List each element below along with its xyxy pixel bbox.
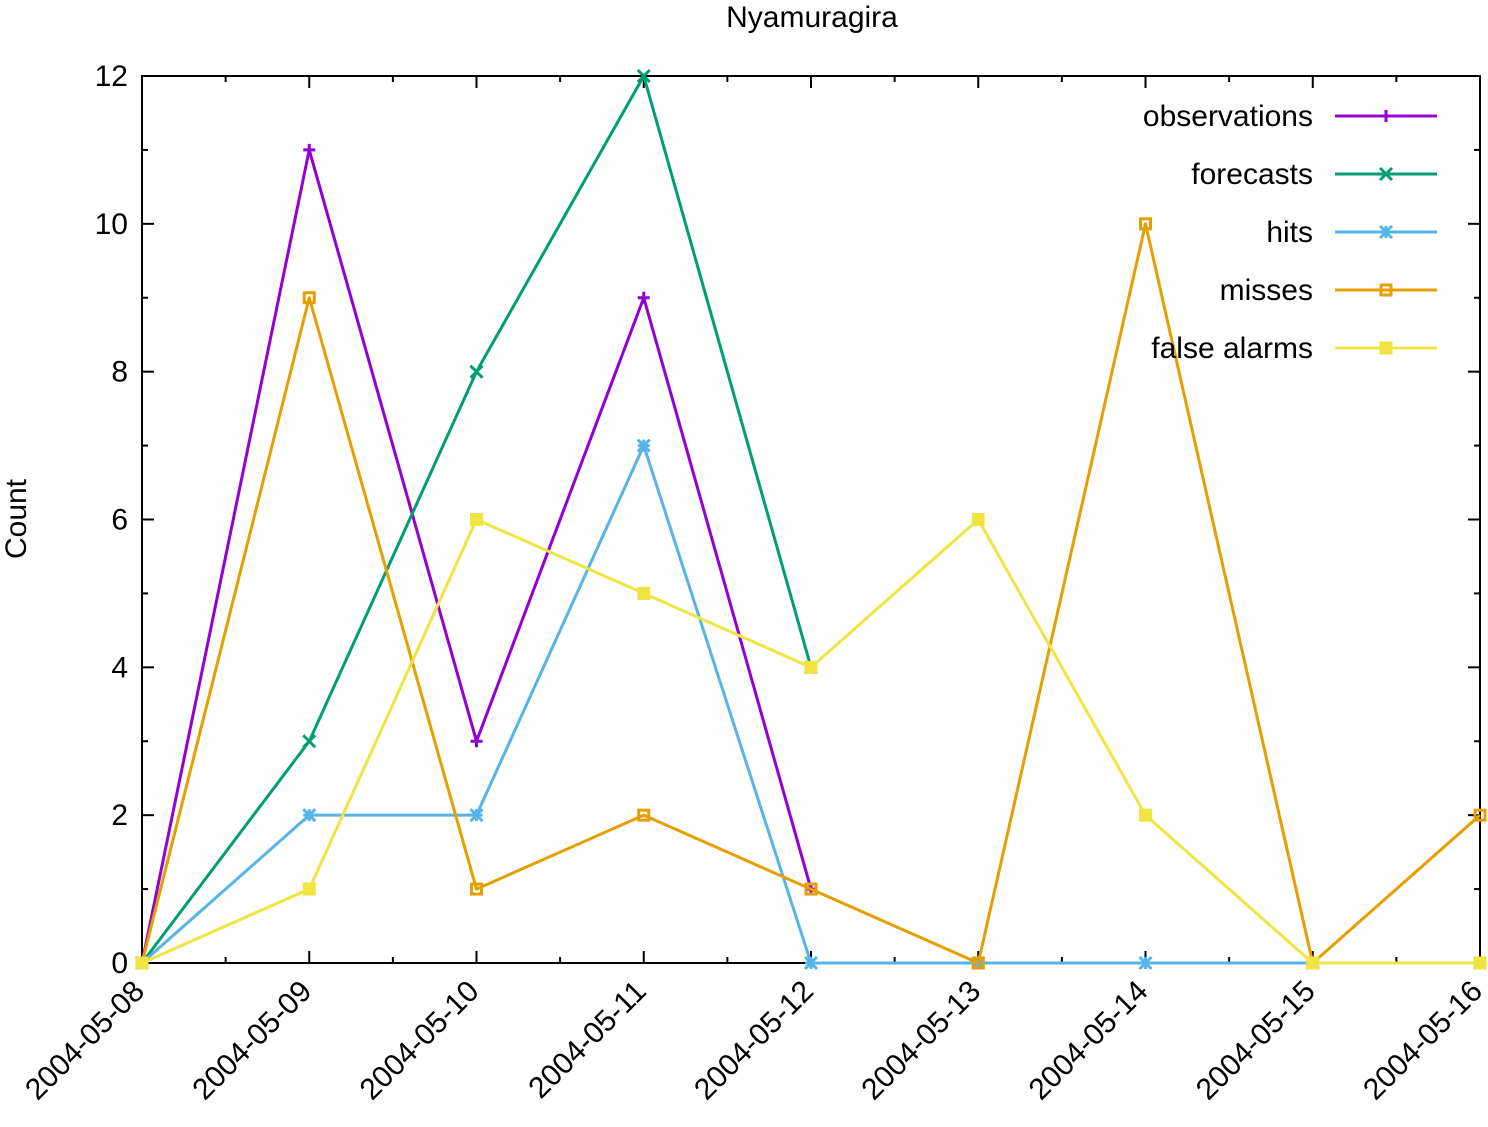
data-point — [804, 660, 818, 674]
x-tick-label: 2004-05-13 — [855, 975, 987, 1107]
series-line — [141, 518, 1480, 965]
series-line — [140, 148, 813, 964]
legend-label: observations — [1143, 100, 1313, 133]
x-tick-label: 2004-05-10 — [354, 975, 486, 1107]
data-point — [302, 808, 317, 823]
y-tick-label: 10 — [95, 208, 128, 241]
series-line — [140, 222, 1481, 965]
plot-frame — [141, 75, 1481, 964]
data-point — [470, 882, 483, 896]
data-point — [637, 291, 650, 304]
x-tick-label: 2004-05-12 — [688, 975, 820, 1107]
data-point — [1138, 955, 1153, 971]
x-tick-label: 2004-05-11 — [522, 975, 652, 1105]
y-tick-label: 2 — [111, 799, 128, 832]
data-point — [804, 882, 818, 896]
legend-label: hits — [1266, 216, 1313, 249]
y-tick-label: 6 — [111, 504, 128, 537]
y-axis-label: Count — [0, 478, 33, 559]
data-point — [1139, 217, 1152, 231]
legend-marker — [1379, 283, 1393, 297]
legend: observations forecasts hits misses false ala… — [1143, 100, 1437, 365]
data-point — [302, 882, 316, 896]
x-tick-label: 2004-05-14 — [1023, 975, 1155, 1107]
x-tick-label: 2004-05-15 — [1190, 975, 1322, 1107]
legend-label: misses — [1220, 274, 1313, 307]
data-point — [636, 438, 651, 453]
data-point — [971, 956, 985, 970]
legend-marker — [1380, 110, 1392, 122]
data-point — [637, 586, 651, 600]
data-point — [1306, 956, 1320, 970]
data-point — [135, 956, 149, 970]
x-tick-label: 2004-05-16 — [1357, 975, 1488, 1107]
legend-marker — [1378, 224, 1394, 240]
y-tick-label: 12 — [95, 60, 128, 93]
data-point — [1473, 808, 1487, 822]
data-point — [470, 735, 483, 748]
series-false-alarms — [135, 513, 1487, 970]
data-point — [637, 808, 651, 822]
y-tick-label: 4 — [111, 651, 128, 684]
y-tick-label: 8 — [111, 356, 128, 389]
legend-label: forecasts — [1191, 158, 1313, 191]
data-point — [1473, 956, 1487, 970]
data-point — [302, 734, 317, 749]
data-point — [1139, 808, 1152, 822]
chart-title: Nyamuragira — [726, 1, 898, 34]
data-point — [469, 364, 484, 379]
data-point — [302, 291, 316, 305]
data-point — [469, 808, 484, 823]
series-layer — [134, 68, 1488, 971]
data-point — [303, 143, 316, 156]
x-tick-label: 2004-05-09 — [186, 975, 318, 1107]
data-point — [470, 513, 483, 526]
legend-marker — [1378, 166, 1394, 182]
data-point — [636, 68, 651, 84]
legend-marker — [1379, 341, 1393, 355]
data-point — [803, 955, 819, 971]
y-tick-label: 0 — [111, 947, 128, 980]
legend-label: false alarms — [1151, 332, 1313, 365]
x-tick-label: 2004-05-08 — [19, 975, 151, 1107]
data-point — [971, 513, 985, 526]
